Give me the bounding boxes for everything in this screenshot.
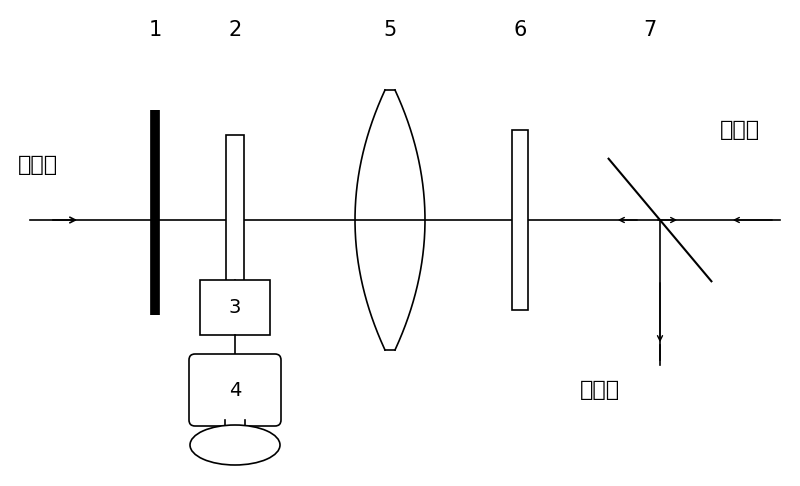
Text: 2: 2 <box>228 20 242 40</box>
Text: 输出光: 输出光 <box>580 380 620 400</box>
Bar <box>226 135 244 305</box>
Text: 5: 5 <box>383 20 397 40</box>
Text: 4: 4 <box>229 381 241 399</box>
Text: 读出光: 读出光 <box>720 120 760 140</box>
Ellipse shape <box>190 425 280 465</box>
Bar <box>512 130 528 310</box>
Text: 写入光: 写入光 <box>18 155 58 175</box>
Bar <box>200 280 270 335</box>
Text: 1: 1 <box>148 20 162 40</box>
Text: 7: 7 <box>643 20 657 40</box>
Text: 6: 6 <box>514 20 526 40</box>
Text: 3: 3 <box>229 298 241 317</box>
FancyBboxPatch shape <box>189 354 281 426</box>
